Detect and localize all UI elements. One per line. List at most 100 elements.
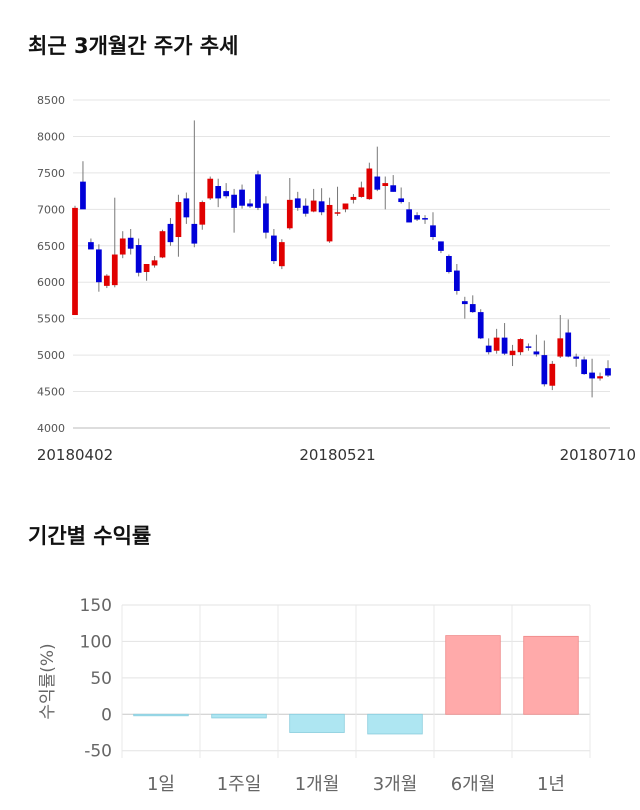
y-tick-label: 7000: [37, 203, 65, 216]
return-bar: [523, 635, 579, 715]
candle: [310, 188, 317, 213]
candle: [135, 238, 142, 277]
returns-bar-chart: -50 0 50 100 150 1일 1주일 1개월 3개월 6개월 1년 수익률(%): [38, 596, 591, 795]
candle: [390, 175, 397, 192]
candle: [151, 255, 158, 268]
y-tick-label: 7500: [37, 167, 65, 180]
candle: [501, 323, 508, 356]
candle: [103, 274, 110, 289]
candle: [477, 309, 484, 340]
candle: [247, 199, 253, 208]
candle: [263, 196, 269, 239]
candle: [549, 360, 556, 391]
candle: [231, 188, 237, 233]
candle: [589, 358, 595, 398]
y-tick-label: 100: [80, 632, 112, 652]
candle: [493, 328, 500, 354]
candle: [111, 197, 118, 288]
candle: [414, 212, 420, 221]
candle: [541, 340, 548, 387]
candle: [255, 170, 261, 211]
candle: [199, 200, 206, 230]
candle: [509, 344, 516, 367]
x-tick-label: 1개월: [295, 774, 340, 795]
candle: [374, 146, 381, 192]
candle: [358, 181, 365, 198]
candle: [382, 176, 389, 210]
price-trend-title: 최근 3개월간 주가 추세: [28, 34, 239, 58]
candle: [565, 319, 572, 358]
candle: [271, 229, 277, 264]
candle: [517, 338, 524, 356]
candle: [88, 238, 94, 250]
price-candlestick-chart: 4000 4500 5000 5500 6000 6500 7000 7500 8000 8500…: [37, 94, 636, 464]
candle: [533, 334, 540, 357]
candle: [430, 212, 436, 240]
y-axis-label: 수익률(%): [38, 643, 58, 719]
candle: [215, 178, 222, 208]
candle: [175, 194, 182, 257]
candle: [207, 176, 214, 200]
x-tick-label: 3개월: [373, 774, 418, 795]
y-tick-label: 5500: [37, 313, 65, 326]
candle: [422, 215, 428, 224]
y-tick-label: 8000: [37, 130, 65, 143]
candle: [119, 231, 126, 259]
y-tick-label: 4500: [37, 386, 65, 399]
candle: [342, 203, 349, 213]
y-tick-label: -50: [84, 742, 112, 762]
candle: [326, 197, 333, 243]
candle: [183, 192, 190, 224]
return-bar: [445, 635, 501, 715]
candle: [127, 229, 134, 255]
candle: [159, 229, 166, 259]
candle: [605, 360, 611, 377]
candle: [294, 191, 301, 211]
candle: [557, 315, 564, 359]
x-tick-label: 20180402: [37, 446, 113, 464]
candle: [278, 239, 285, 270]
candle: [446, 254, 452, 274]
candle: [406, 202, 412, 223]
x-tick-label: 6개월: [451, 774, 496, 795]
y-tick-label: 150: [80, 596, 112, 616]
candle: [366, 162, 373, 200]
candle: [239, 184, 245, 209]
return-bar: [133, 713, 189, 717]
y-tick-label: 50: [90, 669, 112, 689]
candle: [597, 372, 603, 381]
candle: [286, 177, 293, 230]
candle: [573, 353, 580, 367]
y-tick-label: 0: [101, 705, 112, 725]
candle: [334, 186, 341, 216]
returns-title: 기간별 수익률: [28, 524, 152, 548]
candle: [318, 188, 325, 216]
return-bar: [211, 713, 267, 719]
candle: [167, 218, 174, 246]
y-tick-label: 5000: [37, 349, 65, 362]
candle: [143, 264, 150, 281]
x-tick-label: 1년: [537, 774, 565, 795]
y-tick-label: 6000: [37, 276, 65, 289]
candle: [80, 161, 86, 210]
candle: [438, 241, 444, 254]
y-tick-label: 4000: [37, 422, 65, 435]
candle: [350, 194, 357, 204]
candle: [302, 198, 309, 217]
y-tick-label: 8500: [37, 94, 65, 107]
candle: [461, 296, 468, 319]
candle: [485, 338, 492, 355]
x-tick-label: 1주일: [217, 774, 262, 795]
return-bar: [289, 713, 345, 733]
candle: [72, 205, 78, 316]
return-bar: [367, 713, 423, 735]
x-tick-label: 20180521: [299, 446, 375, 464]
candle: [191, 120, 198, 248]
y-tick-label: 6500: [37, 240, 65, 253]
candle: [398, 187, 405, 204]
candle: [223, 183, 230, 199]
candle: [581, 356, 587, 375]
x-tick-label: 20180710: [560, 446, 636, 464]
candle: [96, 244, 102, 292]
candle: [453, 264, 460, 295]
